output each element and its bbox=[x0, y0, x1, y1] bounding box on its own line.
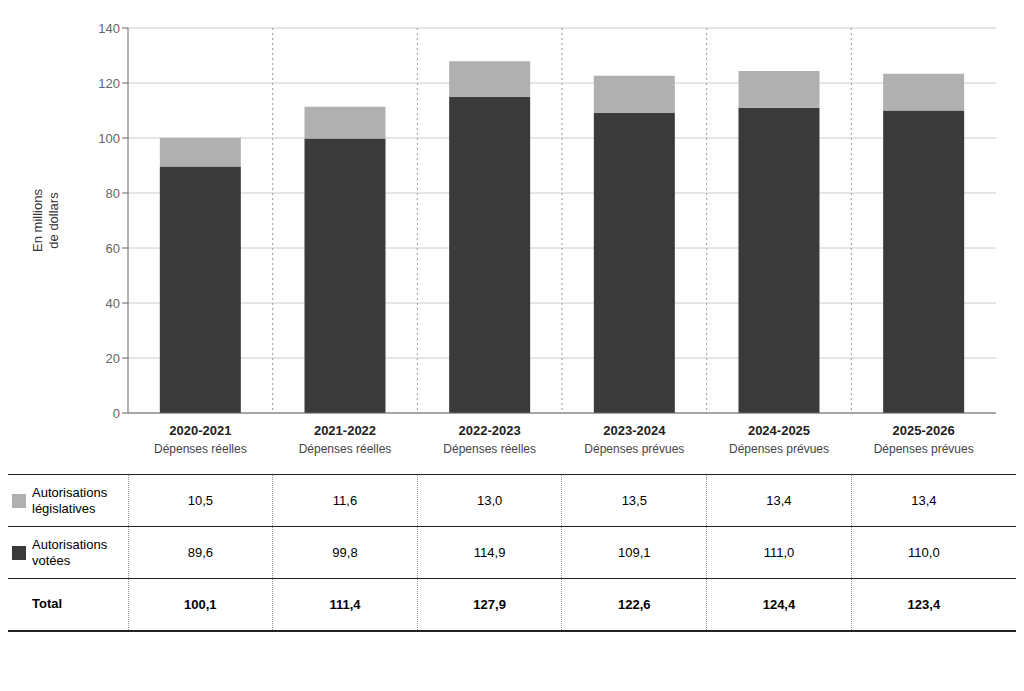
svg-text:Dépenses prévues: Dépenses prévues bbox=[729, 442, 829, 456]
svg-text:20: 20 bbox=[106, 351, 120, 366]
svg-text:En millionsde dollars: En millionsde dollars bbox=[30, 189, 61, 252]
svg-text:Dépenses réelles: Dépenses réelles bbox=[154, 442, 247, 456]
svg-text:60: 60 bbox=[106, 241, 120, 256]
html-text:124,4: 124,4 bbox=[762, 596, 796, 612]
svg-text:2023-2024: 2023-2024 bbox=[603, 423, 666, 438]
html-text:99,8: 99,8 bbox=[332, 545, 358, 560]
html-text:127,9: 127,9 bbox=[473, 596, 506, 612]
html-text:Autorisations votées: Autorisations votées bbox=[32, 536, 108, 568]
html-text:13,0: 13,0 bbox=[477, 493, 503, 508]
svg-text:2022-2023: 2022-2023 bbox=[459, 423, 521, 438]
html-text:122,6: 122,6 bbox=[618, 596, 651, 612]
html-text:114,9: 114,9 bbox=[473, 545, 506, 560]
html-text:13,4: 13,4 bbox=[766, 493, 792, 508]
svg-text:Dépenses réelles: Dépenses réelles bbox=[299, 442, 392, 456]
html-text:11,6: 11,6 bbox=[332, 493, 358, 508]
html-text:10,5: 10,5 bbox=[187, 493, 213, 508]
html-text:13,4: 13,4 bbox=[911, 493, 937, 508]
svg-text:100: 100 bbox=[98, 131, 120, 146]
html-text:Total: Total bbox=[32, 596, 63, 612]
html-text:110,0: 110,0 bbox=[908, 545, 940, 560]
svg-text:2024-2025: 2024-2025 bbox=[748, 423, 810, 438]
svg-text:2021-2022: 2021-2022 bbox=[314, 423, 376, 438]
svg-text:2020-2021: 2020-2021 bbox=[169, 423, 231, 438]
svg-text:Dépenses prévues: Dépenses prévues bbox=[584, 442, 684, 456]
html-text:111,4: 111,4 bbox=[329, 596, 361, 612]
html-text:111,0: 111,0 bbox=[763, 545, 795, 560]
html-text:109,1: 109,1 bbox=[618, 545, 651, 560]
svg-text:Dépenses réelles: Dépenses réelles bbox=[443, 442, 536, 456]
html-text:Autorisations législatives: Autorisations législatives bbox=[32, 484, 108, 516]
svg-text:0: 0 bbox=[113, 406, 120, 421]
html-text:13,5: 13,5 bbox=[621, 493, 647, 508]
svg-text:Dépenses prévues: Dépenses prévues bbox=[874, 442, 974, 456]
html-text:100,1: 100,1 bbox=[184, 596, 217, 612]
svg-text:80: 80 bbox=[106, 186, 120, 201]
svg-text:120: 120 bbox=[98, 76, 120, 91]
html-text:89,6: 89,6 bbox=[187, 545, 213, 560]
svg-text:2025-2026: 2025-2026 bbox=[893, 423, 955, 438]
svg-text:40: 40 bbox=[106, 296, 120, 311]
html-text:123,4: 123,4 bbox=[907, 596, 941, 612]
svg-text:140: 140 bbox=[98, 21, 120, 36]
